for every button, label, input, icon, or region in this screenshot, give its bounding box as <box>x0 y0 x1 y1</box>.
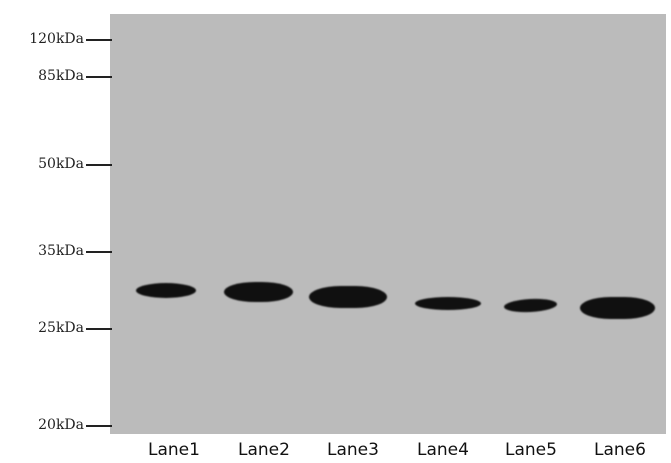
band-lane2 <box>224 282 293 302</box>
marker-85kda: 85kDa <box>0 68 112 84</box>
lane-label-5: Lane5 <box>505 440 557 460</box>
marker-50kda: 50kDa <box>0 156 112 172</box>
marker-20kda: 20kDa <box>0 417 112 433</box>
marker-tick <box>86 76 112 78</box>
band-lane6 <box>580 297 655 319</box>
lane-label-6: Lane6 <box>594 440 646 460</box>
marker-tick <box>86 164 112 166</box>
marker-35kda: 35kDa <box>0 243 112 259</box>
band-lane1 <box>136 283 196 298</box>
marker-label: 35kDa <box>38 243 84 259</box>
band-lane3 <box>309 286 387 308</box>
marker-tick <box>86 328 112 330</box>
lane-label-2: Lane2 <box>238 440 290 460</box>
marker-label: 20kDa <box>38 417 84 433</box>
marker-label: 85kDa <box>38 68 84 84</box>
marker-label: 120kDa <box>29 31 84 47</box>
marker-120kda: 120kDa <box>0 31 112 47</box>
lane-label-4: Lane4 <box>417 440 469 460</box>
marker-tick <box>86 39 112 41</box>
marker-label: 25kDa <box>38 320 84 336</box>
lane-label-3: Lane3 <box>327 440 379 460</box>
marker-tick <box>86 251 112 253</box>
lane-label-1: Lane1 <box>148 440 200 460</box>
marker-label: 50kDa <box>38 156 84 172</box>
band-lane4 <box>415 297 481 310</box>
marker-tick <box>86 425 112 427</box>
blot-membrane <box>110 14 666 434</box>
marker-25kda: 25kDa <box>0 320 112 336</box>
